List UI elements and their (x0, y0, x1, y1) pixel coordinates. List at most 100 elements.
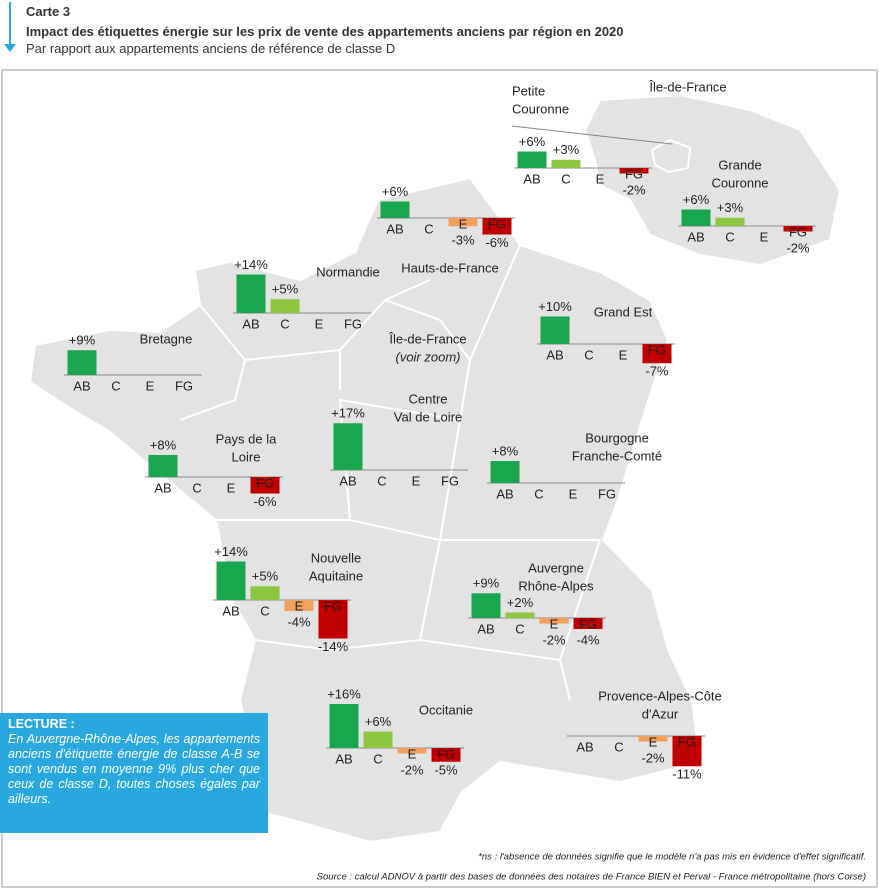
category-label: AB (335, 751, 352, 766)
bar (573, 618, 603, 629)
category-label: E (295, 598, 304, 613)
bar (363, 731, 393, 748)
category-label: FG (789, 224, 807, 239)
value-label: +6% (519, 134, 546, 149)
bar (551, 159, 581, 168)
category-label: C (280, 316, 289, 331)
bar (783, 226, 813, 232)
value-label: +6% (365, 714, 392, 729)
bar (250, 586, 280, 600)
region-name: Aquitaine (309, 568, 363, 583)
category-label: E (550, 616, 559, 631)
category-label: FG (579, 616, 597, 631)
value-label: +14% (214, 544, 248, 559)
zoom-title: Île-de-France (648, 79, 726, 94)
bar (284, 600, 314, 611)
category-label: FG (324, 598, 342, 613)
value-label: +3% (553, 142, 580, 157)
bar (329, 704, 359, 748)
category-label: C (561, 171, 570, 186)
region-name: Centre (408, 391, 447, 406)
bar (672, 736, 702, 767)
bar (619, 168, 649, 174)
value-label: +8% (492, 443, 519, 458)
bar (471, 593, 501, 618)
category-label: C (260, 603, 269, 618)
category-label: AB (546, 347, 563, 362)
region-name: Loire (232, 449, 261, 464)
region-name: Rhône-Alpes (518, 578, 594, 593)
bar (539, 618, 569, 624)
category-label: AB (154, 480, 171, 495)
value-label: -7% (645, 364, 669, 379)
category-label: AB (477, 621, 494, 636)
category-label: AB (242, 316, 259, 331)
region-name: Grand Est (594, 304, 653, 319)
category-label: AB (73, 378, 90, 393)
value-label: +10% (538, 299, 572, 314)
bar (148, 455, 178, 477)
value-label: +17% (331, 406, 365, 421)
bar (397, 748, 427, 754)
category-label: C (725, 229, 734, 244)
value-label: +8% (150, 437, 177, 452)
bar (642, 344, 672, 364)
lecture-title: LECTURE : (8, 717, 75, 731)
category-label: E (315, 316, 324, 331)
category-label: FG (256, 475, 274, 490)
lecture-text: En Auvergne-Rhône-Alpes, les appartement… (8, 732, 260, 806)
category-label: C (377, 473, 386, 488)
value-label: +5% (272, 282, 299, 297)
value-label: -11% (672, 767, 702, 782)
value-label: -4% (576, 632, 600, 647)
bar (270, 299, 300, 313)
bar (216, 561, 246, 600)
region-name: Normandie (316, 264, 380, 279)
category-label: E (459, 216, 468, 231)
bar (448, 218, 478, 227)
frame (1, 69, 878, 888)
france-shape (28, 176, 702, 844)
region-name: Val de Loire (394, 409, 462, 424)
category-label: FG (175, 378, 193, 393)
category-label: E (412, 473, 421, 488)
category-label: FG (344, 316, 362, 331)
category-label: AB (687, 229, 704, 244)
bar (380, 201, 410, 218)
value-label: -14% (318, 639, 349, 654)
category-label: E (649, 734, 658, 749)
value-label: -3% (451, 232, 475, 247)
map-label: Carte 3 (26, 4, 71, 19)
category-label: AB (576, 739, 593, 754)
bar (505, 612, 535, 618)
map-title: Impact des étiquettes énergie sur les pr… (26, 24, 624, 39)
category-label: FG (437, 746, 455, 761)
value-label: +2% (507, 595, 534, 610)
region-name: Grande (718, 157, 761, 172)
bar (236, 274, 266, 313)
footnote: *ns : l'absence de données signifie que … (478, 852, 866, 863)
value-label: +6% (382, 184, 409, 199)
category-label: C (373, 751, 382, 766)
region-name: Bretagne (140, 331, 193, 346)
category-label: AB (386, 221, 403, 236)
category-label: AB (496, 486, 513, 501)
value-label: -2% (542, 632, 566, 647)
value-label: -2% (786, 240, 810, 255)
value-label: -2% (622, 182, 646, 197)
category-label: E (227, 480, 236, 495)
lecture-box: LECTURE : En Auvergne-Rhône-Alpes, les a… (0, 713, 268, 833)
category-label: C (534, 486, 543, 501)
region-name: Petite (512, 83, 545, 98)
value-label: -6% (485, 235, 509, 250)
category-label: AB (339, 473, 356, 488)
value-label: -2% (400, 762, 424, 777)
header-arrow (4, 44, 16, 52)
region-name: Occitanie (419, 702, 473, 717)
bar (517, 151, 547, 168)
leader-line (511, 125, 673, 145)
category-label: C (192, 480, 201, 495)
value-label: +5% (252, 569, 279, 584)
value-label: -6% (253, 494, 277, 509)
